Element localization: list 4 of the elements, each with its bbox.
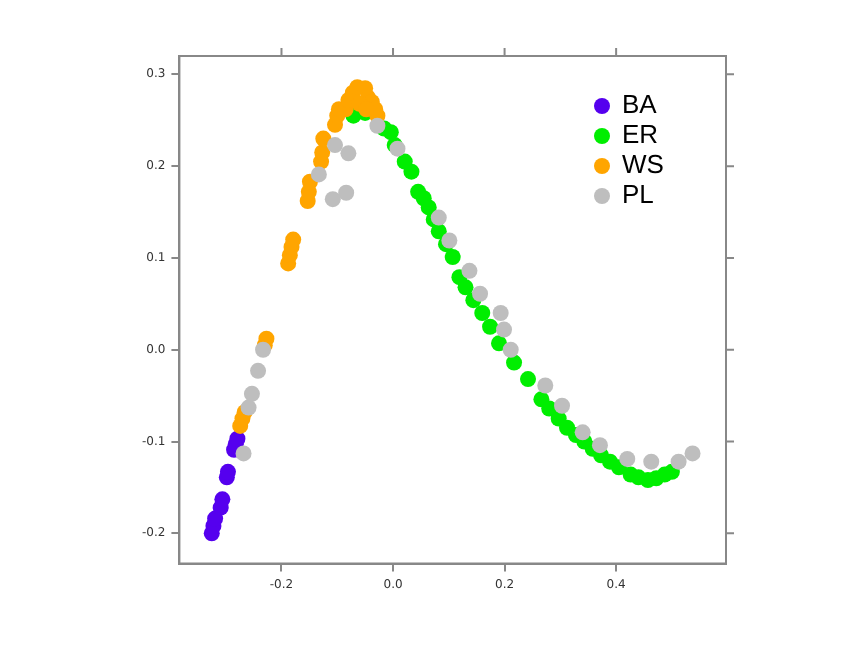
legend-label: PL (622, 179, 654, 210)
legend-label: WS (622, 149, 665, 180)
legend-label: ER (622, 119, 659, 150)
legend-label: BA (622, 89, 658, 120)
